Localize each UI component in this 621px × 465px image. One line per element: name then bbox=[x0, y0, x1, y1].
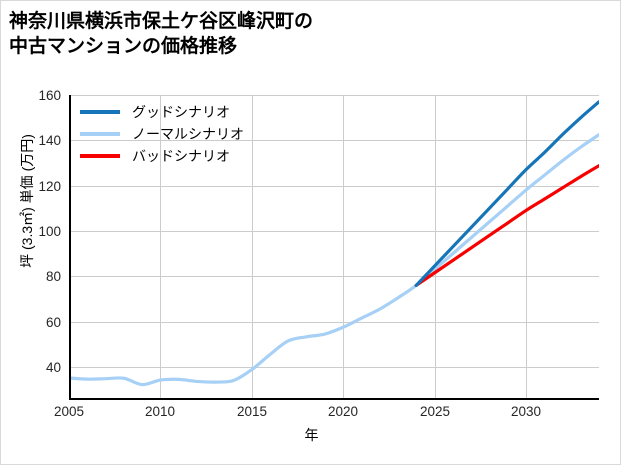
gridline-y-40 bbox=[69, 367, 599, 368]
gridline-x-2030 bbox=[526, 95, 527, 400]
legend-item-normal[interactable]: ノーマルシナリオ bbox=[80, 123, 244, 145]
x-axis-label: 年 bbox=[304, 427, 319, 443]
gridline-x-2010 bbox=[160, 95, 161, 400]
legend-label-normal: ノーマルシナリオ bbox=[132, 126, 244, 142]
x-tick-label-2015: 2015 bbox=[236, 404, 268, 419]
x-tick-label-2005: 2005 bbox=[53, 404, 85, 419]
y-tick-label-60: 60 bbox=[45, 315, 61, 330]
x-tick-label-2010: 2010 bbox=[144, 404, 176, 419]
plot-area bbox=[69, 95, 599, 400]
y-tick-label-100: 100 bbox=[38, 224, 61, 239]
y-tick-label-40: 40 bbox=[45, 360, 61, 375]
series-bad-group bbox=[414, 164, 599, 287]
x-tick-label-2025: 2025 bbox=[419, 404, 451, 419]
legend-item-good[interactable]: グッドシナリオ bbox=[80, 101, 244, 123]
y-tick-label-140: 140 bbox=[38, 133, 61, 148]
gridline-x-2025 bbox=[435, 95, 436, 400]
y-tick-label-160: 160 bbox=[38, 88, 61, 103]
legend-label-good: グッドシナリオ bbox=[132, 104, 230, 120]
legend-swatch-bad bbox=[80, 154, 120, 158]
legend-item-bad[interactable]: バッドシナリオ bbox=[80, 145, 244, 167]
y-tick-label-80: 80 bbox=[45, 269, 61, 284]
y-axis-label: 坪 (3.3㎡) 単価 (万円) bbox=[19, 134, 35, 268]
series-normal-group bbox=[69, 133, 599, 387]
y-tick-label-120: 120 bbox=[38, 179, 61, 194]
x-tick-label-2030: 2030 bbox=[510, 404, 542, 419]
gridline-y-60 bbox=[69, 322, 599, 323]
plot-frame bbox=[69, 95, 599, 400]
legend-swatch-good bbox=[80, 110, 120, 114]
x-tick-label-2020: 2020 bbox=[327, 404, 359, 419]
gridline-y-80 bbox=[69, 276, 599, 277]
chart-legend: グッドシナリオ ノーマルシナリオ バッドシナリオ bbox=[72, 97, 254, 173]
legend-label-bad: バッドシナリオ bbox=[132, 148, 230, 164]
line-normal-scenario bbox=[69, 133, 599, 387]
gridline-y-100 bbox=[69, 231, 599, 232]
gridline-x-2015 bbox=[252, 95, 253, 400]
gridline-y-120 bbox=[69, 186, 599, 187]
line-good-scenario bbox=[414, 100, 599, 287]
gridline-y-140 bbox=[69, 140, 599, 141]
page-title: 神奈川県横浜市保土ケ谷区峰沢町の 中古マンションの価格推移 bbox=[9, 11, 314, 58]
series-good-group bbox=[414, 100, 599, 287]
chart-lines bbox=[69, 100, 599, 387]
line-bad-scenario bbox=[414, 164, 599, 287]
legend-swatch-normal bbox=[80, 132, 120, 136]
gridline-x-2020 bbox=[343, 95, 344, 400]
gridline-y-160 bbox=[69, 95, 599, 96]
